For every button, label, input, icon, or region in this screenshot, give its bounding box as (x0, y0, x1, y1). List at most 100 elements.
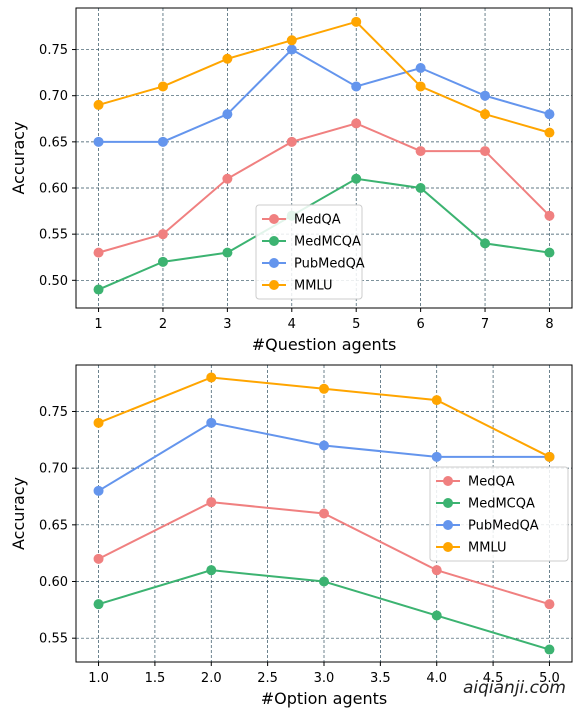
data-point-pubmedqa (93, 136, 104, 147)
option-agents-chart: 1.0 1.5 2.0 2.5 3.0 3.5 4.0 4.5 5.0 0.55 0.60 0.65 0… (9, 364, 573, 708)
x-tick-label: 3.0 (314, 671, 335, 686)
y-tick-label: 0.75 (39, 405, 68, 420)
data-point-mmlu (544, 127, 555, 138)
y-tick-label: 0.70 (39, 89, 68, 104)
data-point-medmcqa (544, 247, 555, 258)
x-tick-label: 5 (352, 317, 360, 332)
data-point-medqa (222, 173, 233, 184)
data-point-pubmedqa (93, 485, 104, 496)
data-point-medmcqa (431, 610, 442, 621)
x-tick-label: 1.0 (88, 671, 109, 686)
data-point-mmlu (286, 35, 297, 46)
data-point-pubmedqa (286, 44, 297, 55)
legend-swatch-marker (269, 280, 279, 290)
series-line-pubmedqa (98, 48, 550, 143)
x-tick-label: 1 (94, 317, 102, 332)
legend-swatch-marker (269, 236, 279, 246)
data-point-mmlu (93, 417, 104, 428)
x-tick-label: 4 (288, 317, 296, 332)
legend-swatch-marker (443, 498, 453, 508)
y-tick-label: 0.60 (39, 575, 68, 590)
data-point-medmcqa (222, 247, 233, 258)
legend-box (255, 204, 363, 300)
data-point-pubmedqa (319, 440, 329, 451)
data-point-mmlu (206, 372, 217, 383)
data-point-mmlu (222, 53, 233, 64)
data-point-mmlu (351, 16, 362, 27)
legend-label: PubMedQA (468, 519, 539, 534)
data-point-mmlu (544, 451, 555, 462)
x-tick-label: 3 (223, 317, 231, 332)
y-axis-label: Accuracy (9, 477, 28, 550)
data-point-medmcqa (157, 256, 168, 267)
data-point-medqa (431, 565, 442, 576)
data-point-mmlu (480, 109, 491, 120)
data-point-medmcqa (319, 576, 329, 587)
y-tick-label: 0.70 (39, 462, 68, 477)
plot-frame (75, 7, 573, 309)
data-point-pubmedqa (222, 109, 233, 120)
legend-swatch-marker (443, 520, 453, 530)
legend-label: MMLU (294, 279, 333, 294)
question-agents-chart: 1 2 3 4 5 6 7 8 0.50 0.55 0.60 0.65 0.70 0.75 #Questio… (9, 7, 573, 354)
data-point-medmcqa (544, 644, 555, 655)
data-point-pubmedqa (206, 417, 217, 428)
data-point-medmcqa (351, 173, 362, 184)
data-point-mmlu (319, 383, 329, 394)
legend-swatch-marker (269, 214, 279, 224)
data-point-pubmedqa (157, 136, 168, 147)
x-tick-label: 6 (416, 317, 424, 332)
x-tick-label: 5.0 (539, 671, 560, 686)
y-tick-label: 0.55 (39, 632, 68, 647)
x-tick-label: 2.0 (201, 671, 222, 686)
y-tick-label: 0.60 (39, 182, 68, 197)
data-point-mmlu (431, 395, 442, 406)
series-line-medqa (98, 122, 551, 254)
data-point-pubmedqa (351, 81, 362, 92)
x-tick-label: 3.5 (370, 671, 391, 686)
x-axis-label: #Option agents (261, 689, 387, 708)
legend-label: MedMCQA (468, 497, 535, 512)
x-axis-label: #Question agents (252, 335, 397, 354)
data-point-medqa (319, 508, 329, 519)
x-tick-label: 2.5 (257, 671, 278, 686)
y-tick-label: 0.75 (39, 43, 68, 58)
legend-swatch-marker (269, 258, 279, 268)
legend-label: PubMedQA (294, 257, 365, 272)
data-point-pubmedqa (431, 451, 442, 462)
data-point-mmlu (93, 99, 104, 110)
data-point-medqa (93, 247, 104, 258)
legend-label: MedQA (294, 213, 341, 228)
data-point-medmcqa (93, 599, 104, 610)
data-point-medqa (544, 599, 555, 610)
data-point-medqa (157, 229, 168, 240)
legend-label: MedQA (468, 475, 515, 490)
data-point-pubmedqa (480, 90, 491, 101)
legend-label: MedMCQA (294, 235, 361, 250)
data-point-medqa (93, 553, 104, 564)
data-point-medqa (286, 136, 297, 147)
data-point-mmlu (157, 81, 168, 92)
data-point-medqa (206, 497, 217, 508)
series-line-mmlu (98, 20, 550, 134)
y-tick-label: 0.55 (39, 228, 68, 243)
data-point-pubmedqa (544, 109, 555, 120)
x-tick-label: 4.0 (426, 671, 447, 686)
legend-swatch-marker (443, 476, 453, 486)
data-point-medqa (480, 146, 491, 157)
data-point-medmcqa (93, 284, 104, 295)
watermark: aiqianji.com (463, 678, 566, 698)
data-point-mmlu (415, 81, 426, 92)
y-tick-label: 0.65 (39, 518, 68, 533)
legend-box (429, 466, 569, 562)
data-point-pubmedqa (415, 63, 426, 73)
data-point-medmcqa (415, 183, 426, 193)
data-point-medqa (544, 210, 555, 221)
y-tick-label: 0.65 (39, 135, 68, 150)
data-point-medmcqa (206, 565, 217, 576)
y-tick-label: 0.50 (39, 274, 68, 289)
x-tick-label: 4.5 (483, 671, 504, 686)
y-axis-label: Accuracy (9, 121, 28, 194)
x-tick-label: 2 (159, 317, 167, 332)
